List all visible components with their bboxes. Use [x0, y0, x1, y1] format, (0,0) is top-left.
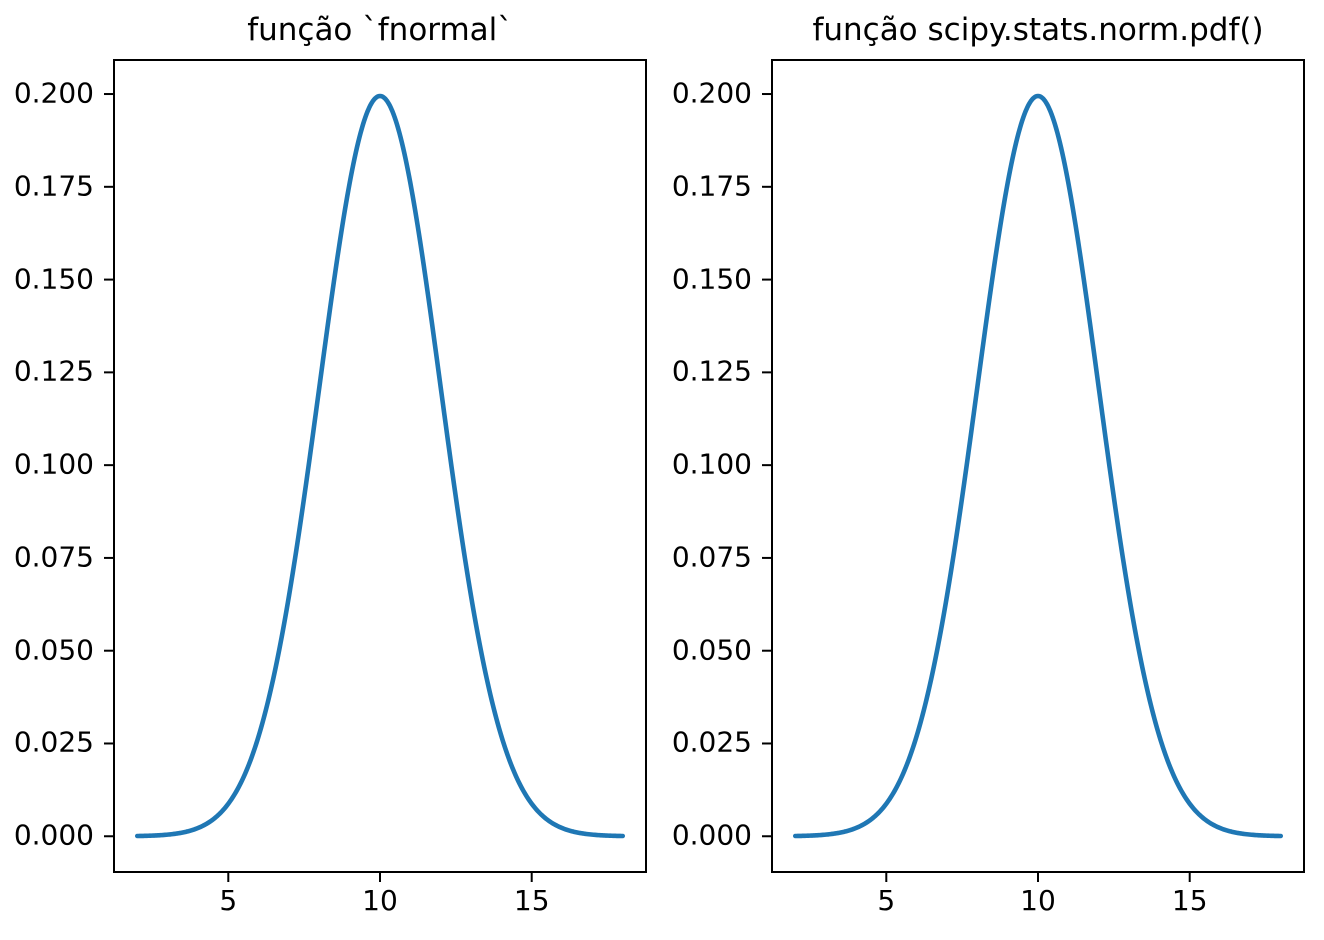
x-tick-label: 5 — [219, 884, 238, 917]
y-tick-label: 0.150 — [13, 262, 94, 296]
y-tick-label: 0.100 — [671, 447, 752, 481]
y-tick-label: 0.075 — [13, 540, 94, 574]
y-tick-label: 0.200 — [13, 76, 94, 110]
axes-left-svg — [104, 59, 647, 882]
tick-marks — [104, 93, 533, 882]
axes-frame — [113, 59, 647, 873]
x-tick-label: 15 — [513, 884, 550, 917]
y-tick-label: 0.025 — [13, 725, 94, 759]
x-tick-label: 10 — [1020, 884, 1056, 917]
y-tick-label: 0.000 — [671, 818, 752, 852]
y-tick-label: 0.200 — [671, 76, 752, 110]
axes-right-svg — [762, 59, 1305, 882]
y-tick-label: 0.050 — [671, 633, 752, 667]
tick-marks — [762, 93, 1191, 882]
axes-frame — [771, 59, 1305, 873]
axes-right: 5 10 15 0.000 0.025 0.050 0.075 0.100 0.125 0.150… — [672, 59, 1305, 915]
y-tick-label: 0.025 — [671, 725, 752, 759]
x-tick-label: 10 — [362, 884, 398, 917]
plot-title-right: função scipy.stats.norm.pdf() — [812, 12, 1264, 48]
y-tick-label: 0.075 — [671, 540, 752, 574]
normal-pdf-curve — [792, 93, 1284, 839]
y-tick-label: 0.050 — [13, 633, 94, 667]
y-tick-label: 0.175 — [671, 169, 752, 203]
plot-title-left: função `fnormal` — [247, 12, 513, 48]
y-tick-label: 0.150 — [671, 262, 752, 296]
x-tick-label: 15 — [1171, 884, 1208, 917]
y-tick-label: 0.175 — [13, 169, 94, 203]
x-tick-label: 5 — [877, 884, 896, 917]
y-tick-label: 0.000 — [13, 818, 94, 852]
y-tick-label: 0.125 — [13, 354, 94, 388]
y-tick-label: 0.125 — [671, 354, 752, 388]
y-tick-label: 0.100 — [13, 447, 94, 481]
axes-left: 5 10 15 0.000 0.025 0.050 0.075 0.100 0.125 0.150… — [14, 59, 647, 915]
normal-pdf-curve — [134, 93, 626, 839]
